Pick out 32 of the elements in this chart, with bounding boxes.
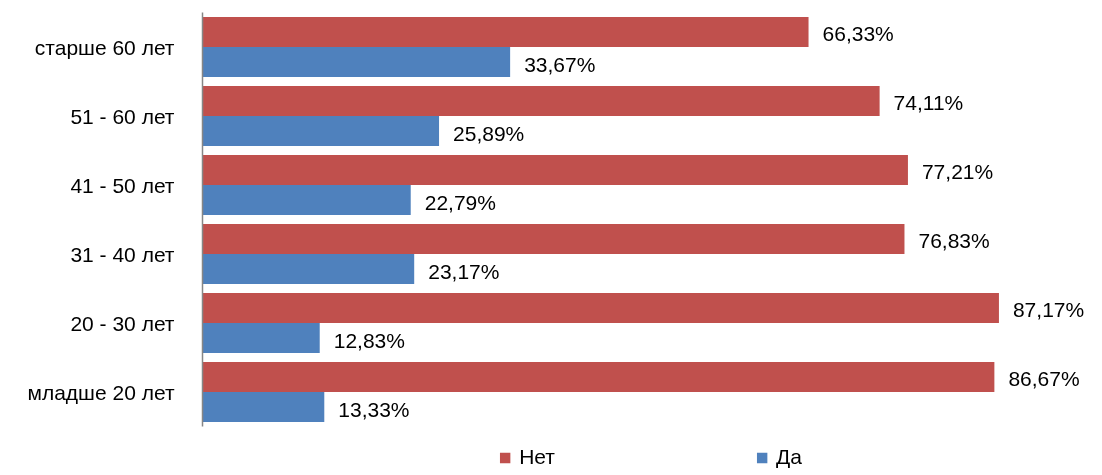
legend-label: Да: [775, 445, 802, 469]
data-label: 66,33%: [822, 22, 894, 46]
data-label: 13,33%: [338, 397, 410, 421]
data-label: 22,79%: [424, 190, 496, 214]
bar: [202, 116, 440, 147]
y-tick-label: 41 - 50 лет: [70, 173, 175, 197]
y-tick-label: 31 - 40 лет: [70, 242, 175, 266]
bar: [202, 85, 880, 116]
bar: [202, 185, 411, 216]
data-label: 76,83%: [918, 229, 990, 253]
y-tick-label: младше 20 лет: [27, 380, 175, 404]
bar: [202, 254, 415, 285]
bar: [202, 154, 908, 185]
y-tick-label: старше 60 лет: [34, 35, 175, 59]
data-label: 23,17%: [428, 259, 500, 283]
bar: [202, 223, 905, 254]
bar: [202, 323, 320, 354]
data-label: 33,67%: [524, 52, 596, 76]
data-label: 77,21%: [921, 160, 994, 184]
bar: [202, 392, 325, 423]
y-tick-label: 51 - 60 лет: [70, 104, 175, 128]
bar: [202, 16, 809, 47]
legend-label: Нет: [519, 445, 555, 469]
bar: [202, 361, 995, 392]
data-label: 12,83%: [333, 328, 405, 352]
bar: [202, 47, 511, 78]
data-label: 25,89%: [453, 121, 525, 145]
y-tick-label: 20 - 30 лет: [70, 311, 175, 335]
data-label: 87,17%: [1012, 298, 1085, 322]
data-label: 86,67%: [1008, 367, 1080, 391]
data-label: 74,11%: [893, 91, 964, 115]
bar: [202, 292, 999, 323]
